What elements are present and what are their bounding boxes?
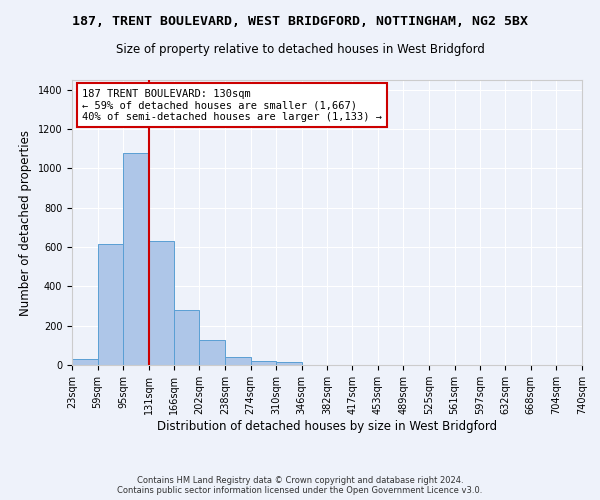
Bar [123,152,149,365]
Bar [225,356,251,365]
Y-axis label: Number of detached properties: Number of detached properties [19,130,32,316]
Bar [174,310,199,365]
Bar [149,241,174,365]
Bar [251,360,276,365]
Text: Contains HM Land Registry data © Crown copyright and database right 2024.
Contai: Contains HM Land Registry data © Crown c… [118,476,482,495]
Bar [199,340,225,365]
Bar [72,359,98,365]
Text: 187 TRENT BOULEVARD: 130sqm
← 59% of detached houses are smaller (1,667)
40% of : 187 TRENT BOULEVARD: 130sqm ← 59% of det… [82,88,382,122]
Text: Size of property relative to detached houses in West Bridgford: Size of property relative to detached ho… [116,42,484,56]
Bar [98,244,123,365]
X-axis label: Distribution of detached houses by size in West Bridgford: Distribution of detached houses by size … [157,420,497,433]
Bar [276,362,302,365]
Text: 187, TRENT BOULEVARD, WEST BRIDGFORD, NOTTINGHAM, NG2 5BX: 187, TRENT BOULEVARD, WEST BRIDGFORD, NO… [72,15,528,28]
